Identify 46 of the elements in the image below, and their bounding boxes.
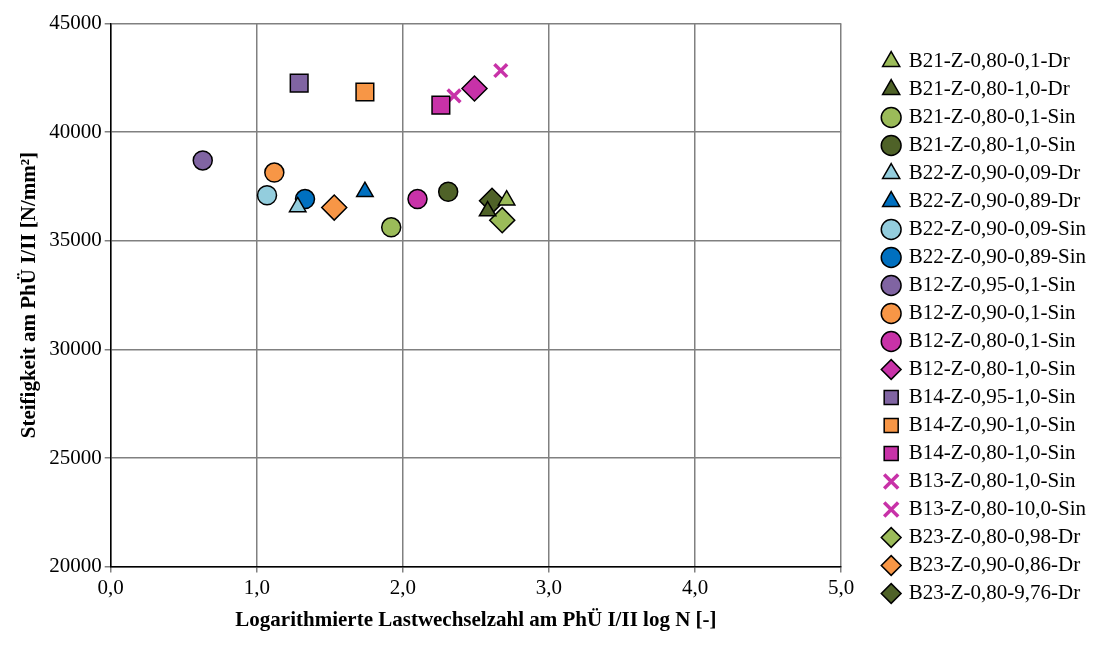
x-tick-label: 5,0	[828, 574, 855, 599]
legend-label: B21-Z-0,80-1,0-Dr	[908, 76, 1070, 101]
legend-label: B13-Z-0,80-1,0-Sin	[908, 468, 1076, 493]
point	[192, 150, 213, 171]
legend-label: B14-Z-0,95-1,0-Sin	[908, 384, 1076, 409]
point	[488, 206, 516, 234]
y-tick-label: 35000	[49, 227, 102, 252]
y-tick-label: 45000	[49, 10, 102, 35]
legend-label: B14-Z-0,90-1,0-Sin	[908, 412, 1076, 437]
x-tick-label: 4,0	[681, 574, 709, 599]
point	[431, 95, 451, 115]
x-tick-label: 1,0	[243, 574, 270, 599]
y-tick-label: 30000	[49, 335, 102, 360]
point	[437, 181, 459, 202]
point	[445, 87, 463, 105]
point	[289, 73, 309, 93]
x-tick-label: 3,0	[535, 574, 563, 599]
x-tick-label: 2,0	[389, 574, 417, 599]
point	[355, 82, 375, 102]
point	[407, 188, 428, 210]
legend-label: B23-Z-0,90-0,86-Dr	[908, 552, 1081, 577]
legend-label: B12-Z-0,95-0,1-Sin	[908, 272, 1076, 297]
legend-label: B12-Z-0,80-0,1-Sin	[908, 328, 1076, 353]
legend-label: B12-Z-0,90-0,1-Sin	[908, 300, 1076, 325]
legend-label: B21-Z-0,80-0,1-Dr	[908, 48, 1070, 73]
legend-label: B22-Z-0,90-0,89-Sin	[908, 244, 1087, 269]
x-axis-title: Logarithmierte Lastwechselzahl am PhÜ I/II log N [-]	[235, 606, 717, 631]
y-axis-title: Steifigkeit am PhÜ I/II [N/mm²]	[16, 151, 41, 439]
point	[256, 184, 278, 206]
point	[320, 194, 348, 221]
point	[380, 217, 402, 238]
legend-label: B13-Z-0,80-10,0-Sin	[908, 496, 1087, 521]
y-tick-label: 40000	[49, 118, 102, 143]
legend-label: B23-Z-0,80-9,76-Dr	[908, 580, 1081, 605]
legend-label: B22-Z-0,90-0,09-Sin	[908, 216, 1087, 241]
legend-label: B14-Z-0,80-1,0-Sin	[908, 440, 1076, 465]
legend-label: B21-Z-0,80-0,1-Sin	[908, 104, 1076, 129]
legend-label: B22-Z-0,90-0,89-Dr	[908, 188, 1081, 213]
point	[492, 62, 509, 79]
legend-label: B23-Z-0,80-0,98-Dr	[908, 524, 1081, 549]
point	[461, 75, 488, 102]
legend-label: B12-Z-0,80-1,0-Sin	[908, 356, 1076, 381]
legend-label: B21-Z-0,80-1,0-Sin	[908, 132, 1076, 157]
y-tick-label: 25000	[49, 444, 102, 469]
point	[264, 162, 285, 183]
legend-label: B22-Z-0,90-0,09-Dr	[908, 160, 1081, 185]
